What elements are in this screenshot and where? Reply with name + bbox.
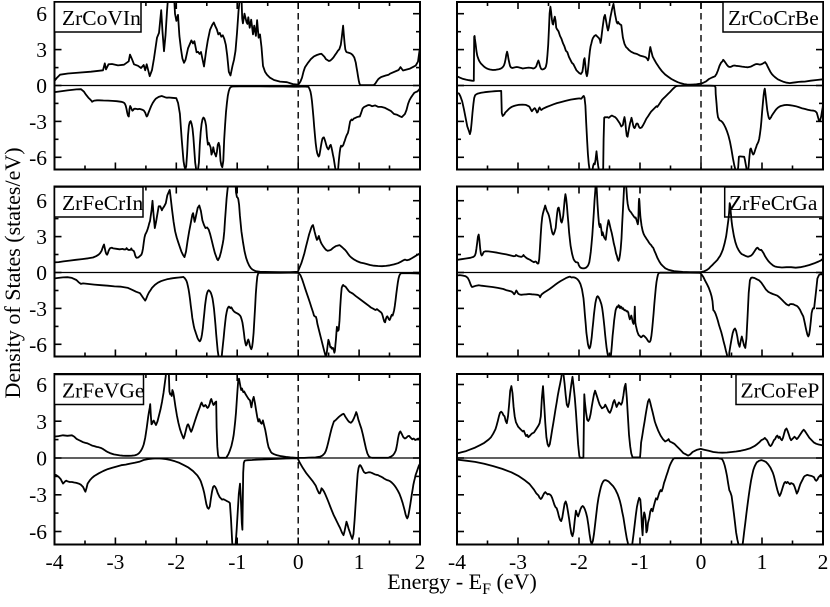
svg-text:-3: -3 (29, 297, 47, 321)
svg-text:3: 3 (36, 225, 47, 249)
svg-text:ZrFeVGe: ZrFeVGe (62, 379, 144, 403)
svg-text:Density of States (states/eV): Density of States (states/eV) (0, 147, 25, 398)
svg-text:ZrCoFeP: ZrCoFeP (741, 379, 820, 403)
svg-text:-3: -3 (29, 483, 47, 507)
svg-text:-1: -1 (631, 550, 649, 574)
svg-text:3: 3 (36, 38, 47, 62)
svg-text:ZrFeCrGa: ZrFeCrGa (729, 191, 818, 215)
svg-text:-6: -6 (29, 333, 47, 357)
svg-text:-6: -6 (29, 146, 47, 170)
svg-text:1: 1 (757, 550, 768, 574)
svg-text:-4: -4 (46, 550, 64, 574)
svg-text:Energy - EF (eV): Energy - EF (eV) (387, 569, 537, 598)
svg-text:ZrCoCrBe: ZrCoCrBe (728, 6, 819, 30)
svg-text:2: 2 (818, 550, 829, 574)
svg-text:0: 0 (696, 550, 707, 574)
svg-text:0: 0 (36, 261, 47, 285)
svg-text:-2: -2 (570, 550, 588, 574)
svg-text:-3: -3 (106, 550, 124, 574)
svg-text:0: 0 (36, 447, 47, 471)
svg-text:-4: -4 (448, 550, 466, 574)
svg-text:-6: -6 (29, 520, 47, 544)
svg-text:1: 1 (354, 550, 365, 574)
svg-text:6: 6 (36, 189, 47, 213)
svg-text:ZrCoVIn: ZrCoVIn (62, 6, 141, 30)
svg-text:-2: -2 (167, 550, 185, 574)
svg-text:6: 6 (36, 373, 47, 397)
svg-text:ZrFeCrIn: ZrFeCrIn (62, 191, 143, 215)
svg-text:-3: -3 (509, 550, 527, 574)
svg-text:3: 3 (36, 410, 47, 434)
svg-text:2: 2 (415, 550, 426, 574)
svg-text:-3: -3 (29, 110, 47, 134)
svg-text:-1: -1 (228, 550, 246, 574)
svg-text:6: 6 (36, 2, 47, 26)
svg-text:0: 0 (293, 550, 304, 574)
svg-text:0: 0 (36, 74, 47, 98)
